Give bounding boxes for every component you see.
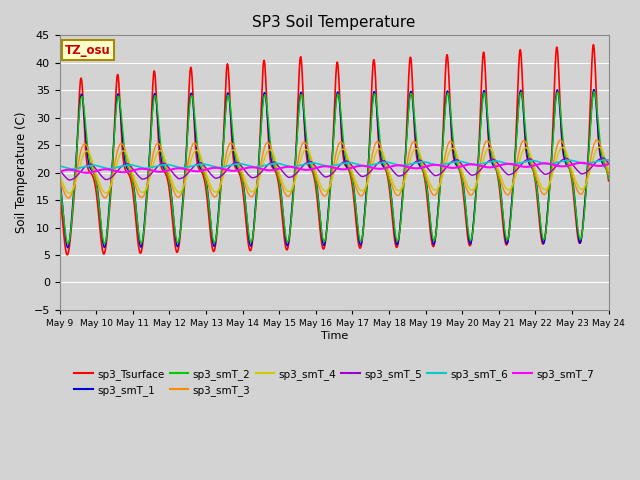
sp3_Tsurface	[240, 193, 248, 199]
sp3_smT_4	[605, 167, 612, 173]
sp3_smT_6	[604, 157, 611, 163]
sp3_smT_3	[540, 192, 548, 197]
sp3_smT_1	[540, 240, 548, 246]
sp3_smT_1	[64, 245, 72, 251]
sp3_smT_7	[605, 161, 612, 167]
sp3_smT_2	[165, 176, 173, 182]
sp3_smT_1	[420, 168, 428, 174]
sp3_smT_7	[492, 164, 499, 169]
sp3_smT_5	[56, 167, 63, 173]
sp3_smT_1	[605, 173, 612, 179]
sp3_smT_3	[65, 195, 72, 201]
Line: sp3_Tsurface: sp3_Tsurface	[60, 45, 609, 255]
sp3_smT_2	[540, 237, 548, 242]
sp3_smT_1	[590, 87, 598, 93]
sp3_smT_4	[595, 144, 603, 150]
Line: sp3_smT_2: sp3_smT_2	[60, 92, 609, 244]
sp3_smT_3	[492, 160, 499, 166]
sp3_smT_5	[600, 155, 607, 161]
sp3_smT_7	[578, 160, 586, 166]
sp3_smT_5	[492, 157, 499, 163]
sp3_smT_4	[65, 190, 73, 196]
sp3_smT_6	[420, 159, 428, 165]
sp3_smT_2	[179, 210, 186, 216]
sp3_smT_6	[165, 162, 173, 168]
sp3_smT_7	[240, 166, 248, 172]
sp3_smT_6	[240, 161, 248, 167]
X-axis label: Time: Time	[321, 331, 348, 341]
Legend: sp3_Tsurface, sp3_smT_1, sp3_smT_2, sp3_smT_3, sp3_smT_4, sp3_smT_5, sp3_smT_6, : sp3_Tsurface, sp3_smT_1, sp3_smT_2, sp3_…	[70, 364, 598, 400]
sp3_smT_3	[56, 176, 63, 181]
sp3_smT_7	[83, 170, 91, 176]
sp3_smT_2	[56, 181, 63, 187]
sp3_smT_1	[179, 205, 186, 211]
Line: sp3_smT_6: sp3_smT_6	[60, 160, 609, 169]
sp3_smT_5	[540, 171, 548, 177]
sp3_smT_4	[492, 157, 499, 163]
sp3_smT_4	[240, 173, 248, 179]
sp3_smT_6	[605, 157, 612, 163]
sp3_smT_5	[179, 175, 186, 181]
sp3_smT_7	[56, 168, 63, 174]
sp3_smT_6	[68, 166, 76, 172]
sp3_smT_1	[56, 179, 63, 184]
sp3_smT_6	[540, 160, 548, 166]
Line: sp3_smT_5: sp3_smT_5	[60, 158, 609, 180]
Title: SP3 Soil Temperature: SP3 Soil Temperature	[252, 15, 416, 30]
sp3_smT_3	[420, 166, 428, 172]
sp3_smT_4	[56, 171, 63, 177]
sp3_smT_1	[165, 174, 173, 180]
sp3_Tsurface	[492, 164, 499, 170]
sp3_smT_1	[240, 182, 248, 188]
sp3_smT_3	[165, 173, 173, 179]
sp3_smT_5	[65, 177, 73, 183]
Line: sp3_smT_3: sp3_smT_3	[60, 140, 609, 198]
Line: sp3_smT_1: sp3_smT_1	[60, 90, 609, 248]
sp3_Tsurface	[540, 240, 548, 246]
sp3_smT_4	[420, 162, 428, 168]
sp3_smT_2	[64, 241, 72, 247]
sp3_smT_5	[605, 160, 612, 166]
sp3_Tsurface	[63, 252, 71, 258]
sp3_smT_3	[179, 188, 186, 194]
sp3_smT_3	[240, 178, 248, 183]
sp3_smT_4	[540, 186, 548, 192]
sp3_Tsurface	[420, 170, 428, 176]
sp3_smT_7	[165, 168, 173, 173]
sp3_smT_2	[492, 165, 499, 170]
sp3_Tsurface	[179, 211, 186, 217]
sp3_smT_1	[492, 165, 499, 171]
sp3_smT_7	[420, 164, 428, 170]
sp3_Tsurface	[605, 178, 612, 184]
sp3_smT_2	[590, 89, 598, 95]
sp3_smT_5	[240, 166, 248, 172]
sp3_smT_5	[165, 165, 173, 170]
sp3_smT_3	[593, 137, 600, 143]
sp3_Tsurface	[56, 190, 63, 196]
sp3_smT_2	[420, 169, 428, 175]
sp3_smT_7	[540, 160, 548, 166]
sp3_Tsurface	[589, 42, 597, 48]
sp3_smT_7	[179, 166, 186, 171]
Text: TZ_osu: TZ_osu	[65, 44, 111, 57]
sp3_Tsurface	[165, 183, 173, 189]
sp3_smT_6	[492, 158, 499, 164]
sp3_smT_4	[179, 187, 186, 192]
sp3_smT_5	[420, 160, 428, 166]
sp3_smT_6	[56, 163, 63, 169]
sp3_smT_3	[605, 172, 612, 178]
Y-axis label: Soil Temperature (C): Soil Temperature (C)	[15, 112, 28, 233]
sp3_smT_2	[240, 185, 248, 191]
Line: sp3_smT_4: sp3_smT_4	[60, 147, 609, 193]
Line: sp3_smT_7: sp3_smT_7	[60, 163, 609, 173]
sp3_smT_6	[179, 165, 186, 171]
sp3_smT_2	[605, 176, 612, 181]
sp3_smT_4	[165, 168, 173, 174]
